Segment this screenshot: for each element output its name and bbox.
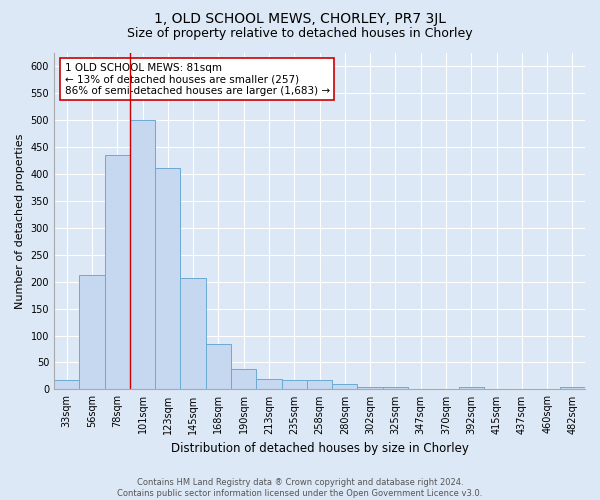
X-axis label: Distribution of detached houses by size in Chorley: Distribution of detached houses by size …: [170, 442, 469, 455]
Bar: [79, 274, 104, 390]
Text: Contains HM Land Registry data ® Crown copyright and database right 2024.
Contai: Contains HM Land Registry data ® Crown c…: [118, 478, 482, 498]
Text: 1 OLD SCHOOL MEWS: 81sqm
← 13% of detached houses are smaller (257)
86% of semi-: 1 OLD SCHOOL MEWS: 81sqm ← 13% of detach…: [65, 62, 330, 96]
Bar: [54, 380, 79, 390]
Bar: [130, 120, 155, 390]
Bar: [181, 278, 206, 390]
Bar: [104, 155, 130, 390]
Bar: [332, 384, 358, 390]
Bar: [155, 168, 181, 390]
Bar: [358, 386, 383, 390]
Text: 1, OLD SCHOOL MEWS, CHORLEY, PR7 3JL: 1, OLD SCHOOL MEWS, CHORLEY, PR7 3JL: [154, 12, 446, 26]
Bar: [206, 344, 231, 390]
Bar: [256, 378, 281, 390]
Text: Size of property relative to detached houses in Chorley: Size of property relative to detached ho…: [127, 28, 473, 40]
Bar: [560, 386, 585, 390]
Bar: [281, 380, 307, 390]
Bar: [307, 380, 332, 390]
Bar: [231, 369, 256, 390]
Bar: [383, 386, 408, 390]
Y-axis label: Number of detached properties: Number of detached properties: [15, 134, 25, 308]
Bar: [458, 386, 484, 390]
